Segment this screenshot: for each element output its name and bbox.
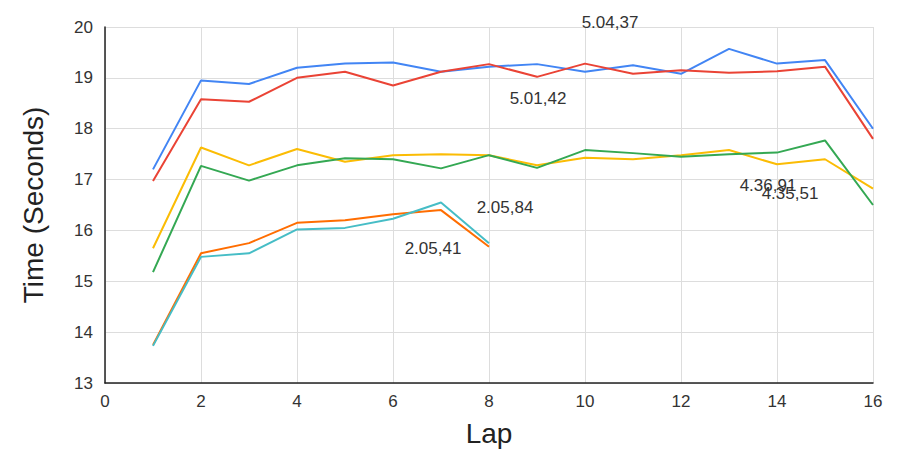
svg-text:4.35,51: 4.35,51 (762, 184, 819, 203)
svg-text:20: 20 (74, 18, 93, 37)
svg-text:Lap: Lap (466, 418, 513, 449)
svg-text:17: 17 (74, 170, 93, 189)
svg-text:13: 13 (74, 374, 93, 393)
svg-text:14: 14 (768, 392, 787, 411)
svg-text:2.05,41: 2.05,41 (405, 239, 462, 258)
svg-text:10: 10 (576, 392, 595, 411)
svg-text:18: 18 (74, 119, 93, 138)
svg-text:2.05,84: 2.05,84 (477, 198, 534, 217)
svg-text:6: 6 (388, 392, 397, 411)
svg-text:16: 16 (74, 221, 93, 240)
svg-text:14: 14 (74, 323, 93, 342)
svg-text:8: 8 (484, 392, 493, 411)
svg-text:4: 4 (292, 392, 301, 411)
svg-text:15: 15 (74, 272, 93, 291)
svg-text:5.01,42: 5.01,42 (510, 89, 567, 108)
svg-text:12: 12 (672, 392, 691, 411)
svg-text:Time (Seconds): Time (Seconds) (18, 107, 49, 304)
svg-text:2: 2 (196, 392, 205, 411)
svg-text:5.04,37: 5.04,37 (582, 13, 639, 32)
svg-text:0: 0 (100, 392, 109, 411)
svg-text:16: 16 (864, 392, 883, 411)
svg-text:19: 19 (74, 68, 93, 87)
